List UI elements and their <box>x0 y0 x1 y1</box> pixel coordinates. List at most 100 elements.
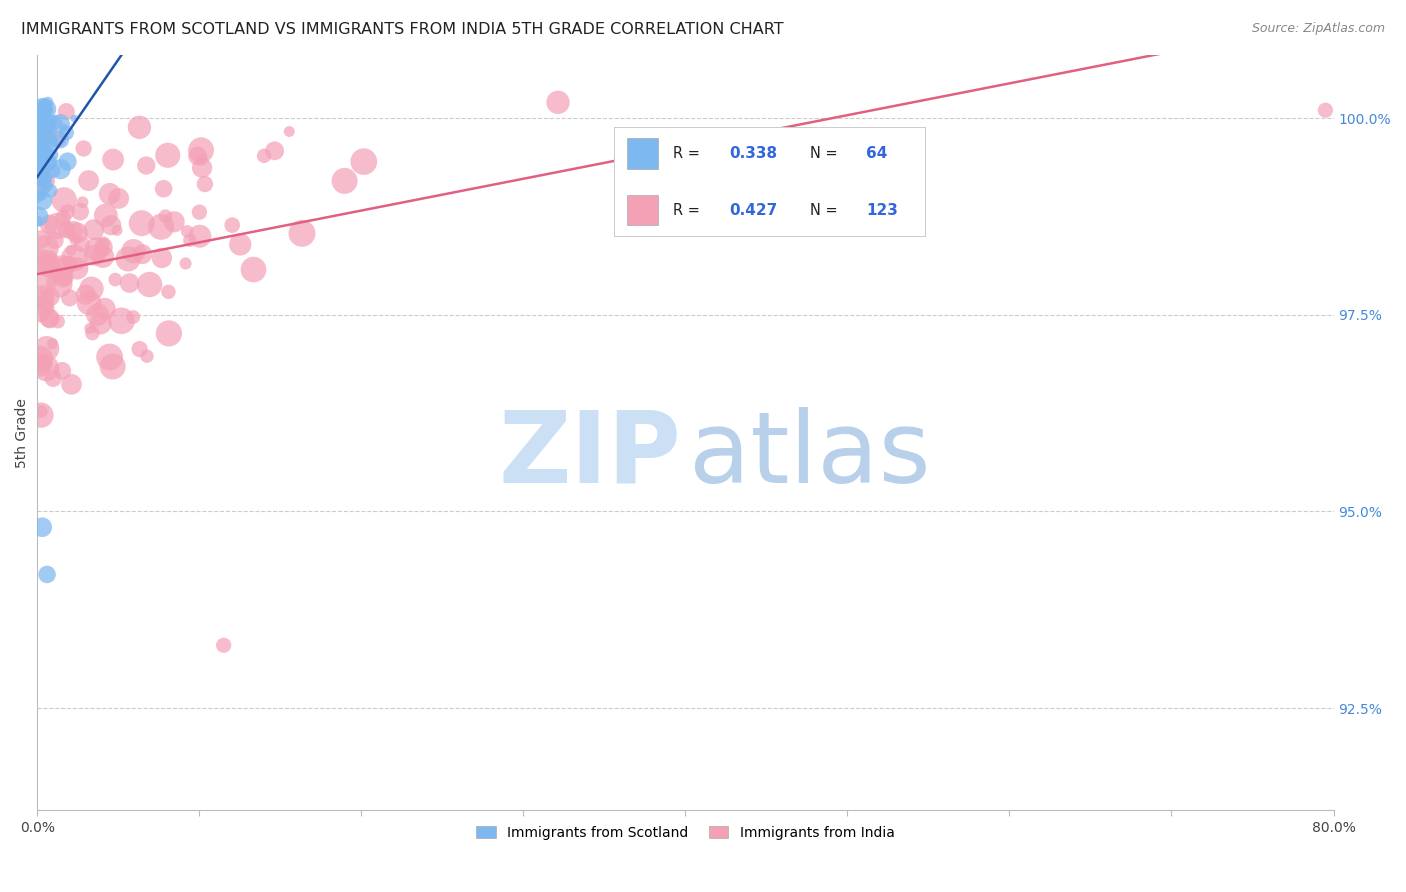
Point <box>547 95 569 110</box>
Point <box>37 254 59 268</box>
Point <box>35 361 58 376</box>
Point <box>30 163 52 178</box>
Point <box>55 126 77 140</box>
Point <box>263 144 285 158</box>
Point <box>48 277 70 292</box>
Point <box>30 404 52 418</box>
Point <box>49 162 72 177</box>
Point <box>70 237 93 252</box>
Point <box>98 350 121 364</box>
Point <box>174 256 197 270</box>
Point <box>46 268 69 282</box>
Point <box>242 262 264 277</box>
Point <box>157 285 180 299</box>
Point <box>59 256 82 270</box>
Point <box>31 187 53 202</box>
Point <box>35 102 58 116</box>
Point <box>101 153 124 167</box>
Point <box>60 244 83 258</box>
Y-axis label: 5th Grade: 5th Grade <box>15 398 30 467</box>
Point <box>34 162 56 177</box>
Point <box>34 357 56 371</box>
Text: IMMIGRANTS FROM SCOTLAND VS IMMIGRANTS FROM INDIA 5TH GRADE CORRELATION CHART: IMMIGRANTS FROM SCOTLAND VS IMMIGRANTS F… <box>21 22 783 37</box>
Point <box>176 224 198 238</box>
Point <box>34 118 56 132</box>
Point <box>31 127 53 141</box>
Point <box>28 161 51 176</box>
Point <box>30 158 52 172</box>
Point <box>117 252 139 266</box>
Point <box>34 274 56 288</box>
Point <box>38 217 60 231</box>
Point <box>46 132 69 146</box>
Point <box>28 210 51 224</box>
Point <box>31 353 53 368</box>
Point <box>72 142 94 156</box>
Point <box>49 133 72 147</box>
Point <box>46 314 69 328</box>
Point <box>56 154 79 169</box>
Point <box>39 114 62 128</box>
Point <box>86 242 108 256</box>
Point <box>35 567 58 582</box>
Point <box>32 112 55 126</box>
Point <box>62 224 84 238</box>
Point <box>30 134 52 148</box>
Point <box>30 351 52 365</box>
Point <box>41 123 63 137</box>
Point <box>98 186 121 201</box>
Point <box>150 251 173 265</box>
Point <box>27 161 49 176</box>
Point <box>34 301 56 315</box>
Point <box>150 219 173 234</box>
Point <box>39 253 62 268</box>
Point <box>28 302 51 317</box>
Point <box>1315 103 1337 118</box>
Point <box>93 235 115 250</box>
Point <box>41 336 63 351</box>
Point <box>44 115 66 129</box>
Point <box>51 364 73 378</box>
Point <box>32 178 55 192</box>
Point <box>30 157 52 171</box>
Point <box>83 248 105 262</box>
Point <box>27 116 49 130</box>
Point <box>51 260 73 274</box>
Point <box>157 326 180 341</box>
Point <box>75 287 97 301</box>
Point <box>27 166 49 180</box>
Point <box>63 112 86 126</box>
Point <box>77 296 100 310</box>
Point <box>46 219 69 233</box>
Point <box>32 194 55 208</box>
Text: Source: ZipAtlas.com: Source: ZipAtlas.com <box>1251 22 1385 36</box>
Point <box>42 371 65 385</box>
Point <box>131 216 153 230</box>
Point <box>28 112 51 126</box>
Point <box>42 163 65 178</box>
Point <box>101 359 124 374</box>
Point <box>82 326 104 340</box>
Point <box>28 145 51 159</box>
Point <box>53 271 76 285</box>
Point <box>52 120 75 135</box>
Point <box>59 291 82 305</box>
Point <box>60 377 83 392</box>
Point <box>34 113 56 128</box>
Point <box>53 193 76 207</box>
Point <box>100 218 122 232</box>
Point <box>187 149 209 163</box>
Point <box>163 215 186 229</box>
Point <box>122 244 145 259</box>
Point <box>41 148 63 162</box>
Point <box>104 272 127 286</box>
Point <box>37 132 59 146</box>
Point <box>31 520 53 534</box>
Point <box>38 260 60 274</box>
Point <box>152 182 174 196</box>
Point <box>128 120 150 135</box>
Point <box>353 154 375 169</box>
Point <box>31 169 53 183</box>
Point <box>333 174 356 188</box>
Point <box>93 240 115 254</box>
